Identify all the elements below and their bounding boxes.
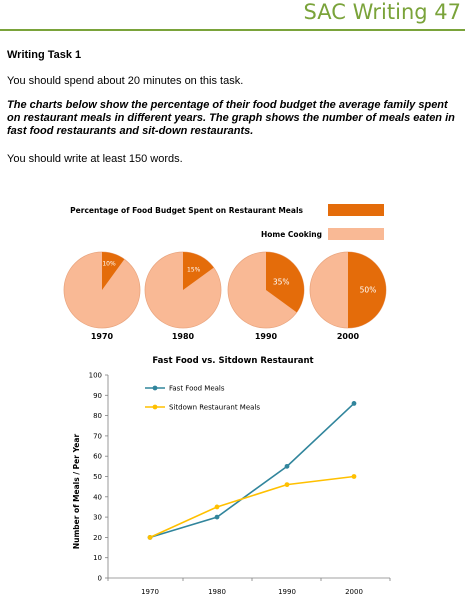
y-tick-label: 20 [93, 534, 102, 542]
data-point [147, 535, 153, 540]
pie-2000: 50% 2000 [309, 251, 387, 341]
pie-legend-home-label: Home Cooking [261, 230, 322, 239]
pie-slice-restaurant [102, 252, 125, 290]
pie-charts: Percentage of Food Budget Spent on Resta… [63, 204, 387, 341]
task-prompt: The charts below show the percentage of … [7, 99, 455, 137]
pie-year-label: 1990 [255, 332, 278, 341]
y-tick-label: 0 [98, 575, 102, 583]
pie-slice-restaurant [348, 252, 386, 328]
data-point [214, 504, 220, 510]
pie-year-label: 1980 [172, 332, 195, 341]
y-tick-label: 40 [93, 493, 102, 501]
pie-slice-restaurant [266, 252, 304, 313]
x-tick-label: 1990 [278, 588, 296, 596]
legend-marker [152, 385, 158, 391]
data-point [351, 474, 357, 479]
pie-value-label: 50% [360, 286, 377, 295]
pie-1970: 10% 1970 [63, 251, 141, 341]
legend-label: Fast Food Meals [169, 385, 225, 393]
x-tick-label: 1980 [208, 588, 226, 596]
pie-1980: 15% 1980 [144, 251, 222, 341]
y-tick-label: 100 [89, 372, 102, 380]
data-point [284, 463, 290, 469]
pie-year-label: 2000 [337, 332, 360, 341]
pie-legend-restaurant-label: Percentage of Food Budget Spent on Resta… [70, 206, 303, 215]
pie-value-label: 10% [102, 261, 116, 268]
y-tick-label: 50 [93, 473, 102, 481]
y-tick-label: 80 [93, 412, 102, 420]
task-title: Writing Task 1 [7, 49, 82, 61]
task-time-instruction: You should spend about 20 minutes on thi… [7, 75, 244, 87]
pie-value-label: 35% [273, 278, 290, 287]
pie-1990: 35% 1990 [227, 251, 305, 341]
y-tick-label: 60 [93, 453, 102, 461]
data-point [351, 401, 357, 406]
pie-slice-restaurant [183, 252, 214, 290]
y-tick-label: 70 [93, 432, 102, 440]
y-tick-label: 10 [93, 554, 102, 562]
y-axis-label: Number of Meals / Per Year [72, 434, 81, 550]
line-chart: Fast Food vs. Sitdown Restaurant 0 10 20 30 4… [72, 356, 391, 596]
document-header-title: SAC Writing 47 [303, 0, 461, 24]
data-point [214, 514, 220, 520]
y-tick-label: 90 [93, 392, 102, 400]
x-tick-label: 1970 [141, 588, 159, 596]
task-word-count: You should write at least 150 words. [7, 153, 183, 165]
series-line-sitdown [149, 475, 355, 539]
y-tick-label: 30 [93, 514, 102, 522]
legend-marker [152, 404, 158, 410]
pie-year-label: 1970 [91, 332, 114, 341]
x-tick-label: 2000 [345, 588, 363, 596]
data-point [284, 482, 290, 488]
header-rule [0, 29, 465, 31]
pie-value-label: 15% [187, 267, 201, 274]
line-chart-title: Fast Food vs. Sitdown Restaurant [152, 356, 313, 366]
legend-label: Sitdown Restaurant Meals [169, 404, 260, 412]
series-line-fast-food [149, 402, 355, 539]
pie-legend-home-swatch [328, 228, 384, 240]
pie-legend-restaurant-swatch [328, 204, 384, 216]
